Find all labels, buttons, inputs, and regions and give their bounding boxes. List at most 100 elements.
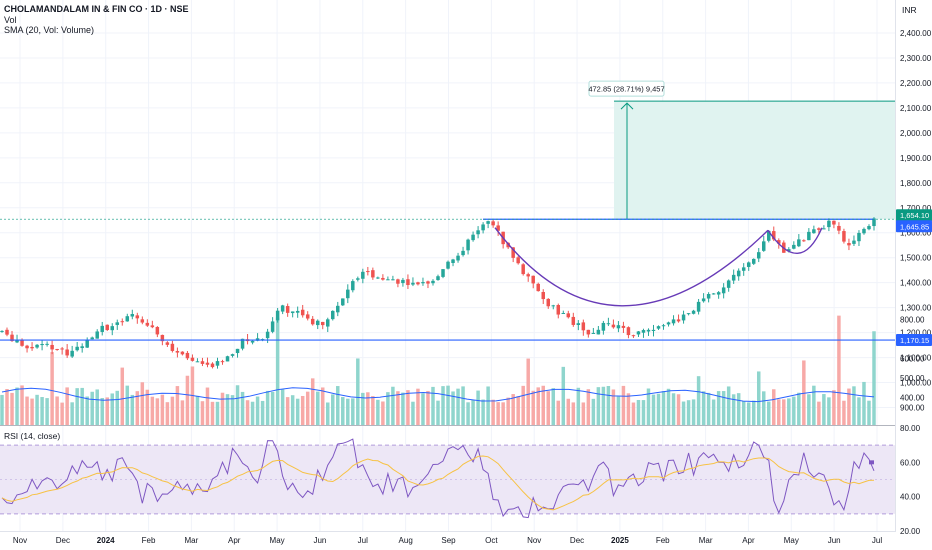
volume-legend[interactable]: Vol	[4, 15, 17, 25]
volume-bar	[100, 398, 104, 425]
volume-bar	[581, 402, 586, 425]
volume-bar	[566, 398, 571, 425]
volume-bar	[320, 387, 325, 425]
candle-body	[290, 311, 295, 314]
candle-body	[802, 240, 806, 242]
volume-bar	[787, 398, 791, 425]
candle-body	[356, 278, 360, 280]
price-tag-label: 1,654.10	[900, 211, 929, 220]
price-tick-label: 1,600.00	[900, 229, 932, 238]
volume-bar	[476, 390, 480, 425]
volume-bar	[817, 401, 821, 425]
candle-body	[651, 329, 656, 332]
volume-bar	[80, 387, 84, 425]
candle-body	[155, 326, 160, 335]
symbol-title[interactable]: CHOLAMANDALAM IN & FIN CO · 1D · NSE	[4, 4, 189, 14]
volume-bar	[110, 393, 114, 425]
candle-body	[65, 349, 69, 356]
price-tag-label: 1,170.15	[900, 336, 929, 345]
candle-body	[751, 258, 756, 264]
volume-bar	[305, 391, 310, 425]
rsi-pane	[0, 438, 895, 519]
volume-bar	[230, 395, 235, 425]
volume-bar	[822, 394, 826, 425]
candle-body	[391, 279, 395, 281]
candle-body	[526, 274, 530, 277]
time-tick-label: Sep	[441, 536, 456, 545]
candle-body	[772, 231, 776, 240]
candle-body	[701, 298, 706, 302]
time-tick-label: Aug	[399, 536, 413, 545]
volume-bar	[561, 366, 566, 425]
candle-body	[576, 323, 581, 326]
volume-bar	[10, 392, 14, 425]
time-tick-label: Nov	[13, 536, 27, 545]
candle-body	[461, 250, 465, 256]
time-tick-label: Feb	[142, 536, 156, 545]
candle-body	[551, 305, 556, 307]
price-tick-label: 1,300.00	[900, 304, 932, 313]
candle-body	[195, 361, 200, 363]
candle-body	[210, 363, 215, 368]
candle-body	[366, 271, 370, 273]
candle-body	[716, 292, 721, 295]
volume-bar	[446, 385, 450, 425]
time-tick-label: Jun	[828, 536, 841, 545]
candle-body	[275, 310, 280, 321]
candle-body	[746, 262, 751, 267]
candle-body	[471, 234, 475, 241]
sma-legend[interactable]: SMA (20, Vol: Volume)	[4, 25, 95, 35]
volume-bar	[686, 400, 691, 425]
volume-bar	[641, 400, 646, 425]
volume-bar	[621, 385, 626, 425]
volume-bar	[70, 402, 74, 425]
volume-bar	[175, 386, 180, 425]
candle-body	[386, 279, 390, 281]
volume-bar	[135, 391, 140, 425]
rsi-tick-label: 40.00	[900, 493, 921, 502]
price-tag-label: 1,645.85	[900, 222, 929, 231]
volume-bar	[431, 386, 435, 425]
volume-bar	[351, 398, 355, 425]
volume-bar	[461, 386, 465, 425]
candle-body	[541, 292, 545, 300]
volume-bar	[716, 391, 721, 425]
volume-bar	[401, 392, 405, 425]
drawings[interactable]	[0, 218, 895, 341]
volume-bar	[491, 399, 495, 425]
volume-bar	[105, 397, 109, 425]
volume-bar	[526, 358, 530, 425]
candle-body	[401, 279, 405, 284]
volume-bar	[55, 396, 59, 425]
price-tags: 1,654.10 1,645.85 1,170.15	[869, 209, 932, 465]
time-tick-label: Feb	[656, 536, 670, 545]
candle-body	[561, 312, 566, 314]
time-axis[interactable]: Nov Dec 2024 Feb Mar Apr May Jun Jul Aug Sep Oct Nov…	[13, 536, 882, 545]
candle-body	[872, 218, 876, 227]
candle-body	[556, 305, 561, 315]
volume-bar	[270, 391, 275, 425]
candle-body	[681, 314, 686, 321]
rsi-legend[interactable]: RSI (14, close)	[4, 431, 61, 441]
price-tick-label: 2,100.00	[900, 104, 932, 113]
candle-body	[90, 337, 94, 340]
volume-bar	[215, 401, 220, 425]
volume-bar	[150, 396, 155, 425]
candle-body	[521, 264, 525, 275]
volume-bar	[606, 386, 611, 425]
candle-body	[315, 320, 320, 326]
volume-bar	[376, 399, 380, 425]
price-axis[interactable]: 2,400.00 2,300.00 2,200.00 2,100.00 2,000.00…	[900, 29, 932, 536]
measure-tool[interactable]: 472.85 (28.71%) 9,457	[588, 80, 895, 220]
volume-tick-label: 800.00	[900, 316, 925, 325]
volume-bar	[842, 400, 846, 425]
volume-bar	[361, 392, 365, 425]
volume-bar	[200, 401, 205, 425]
time-tick-label: Oct	[485, 536, 498, 545]
candle-body	[45, 343, 49, 345]
candle-body	[55, 348, 59, 350]
volume-bar	[596, 387, 601, 425]
volume-bar	[631, 402, 636, 425]
candle-body	[706, 293, 711, 299]
